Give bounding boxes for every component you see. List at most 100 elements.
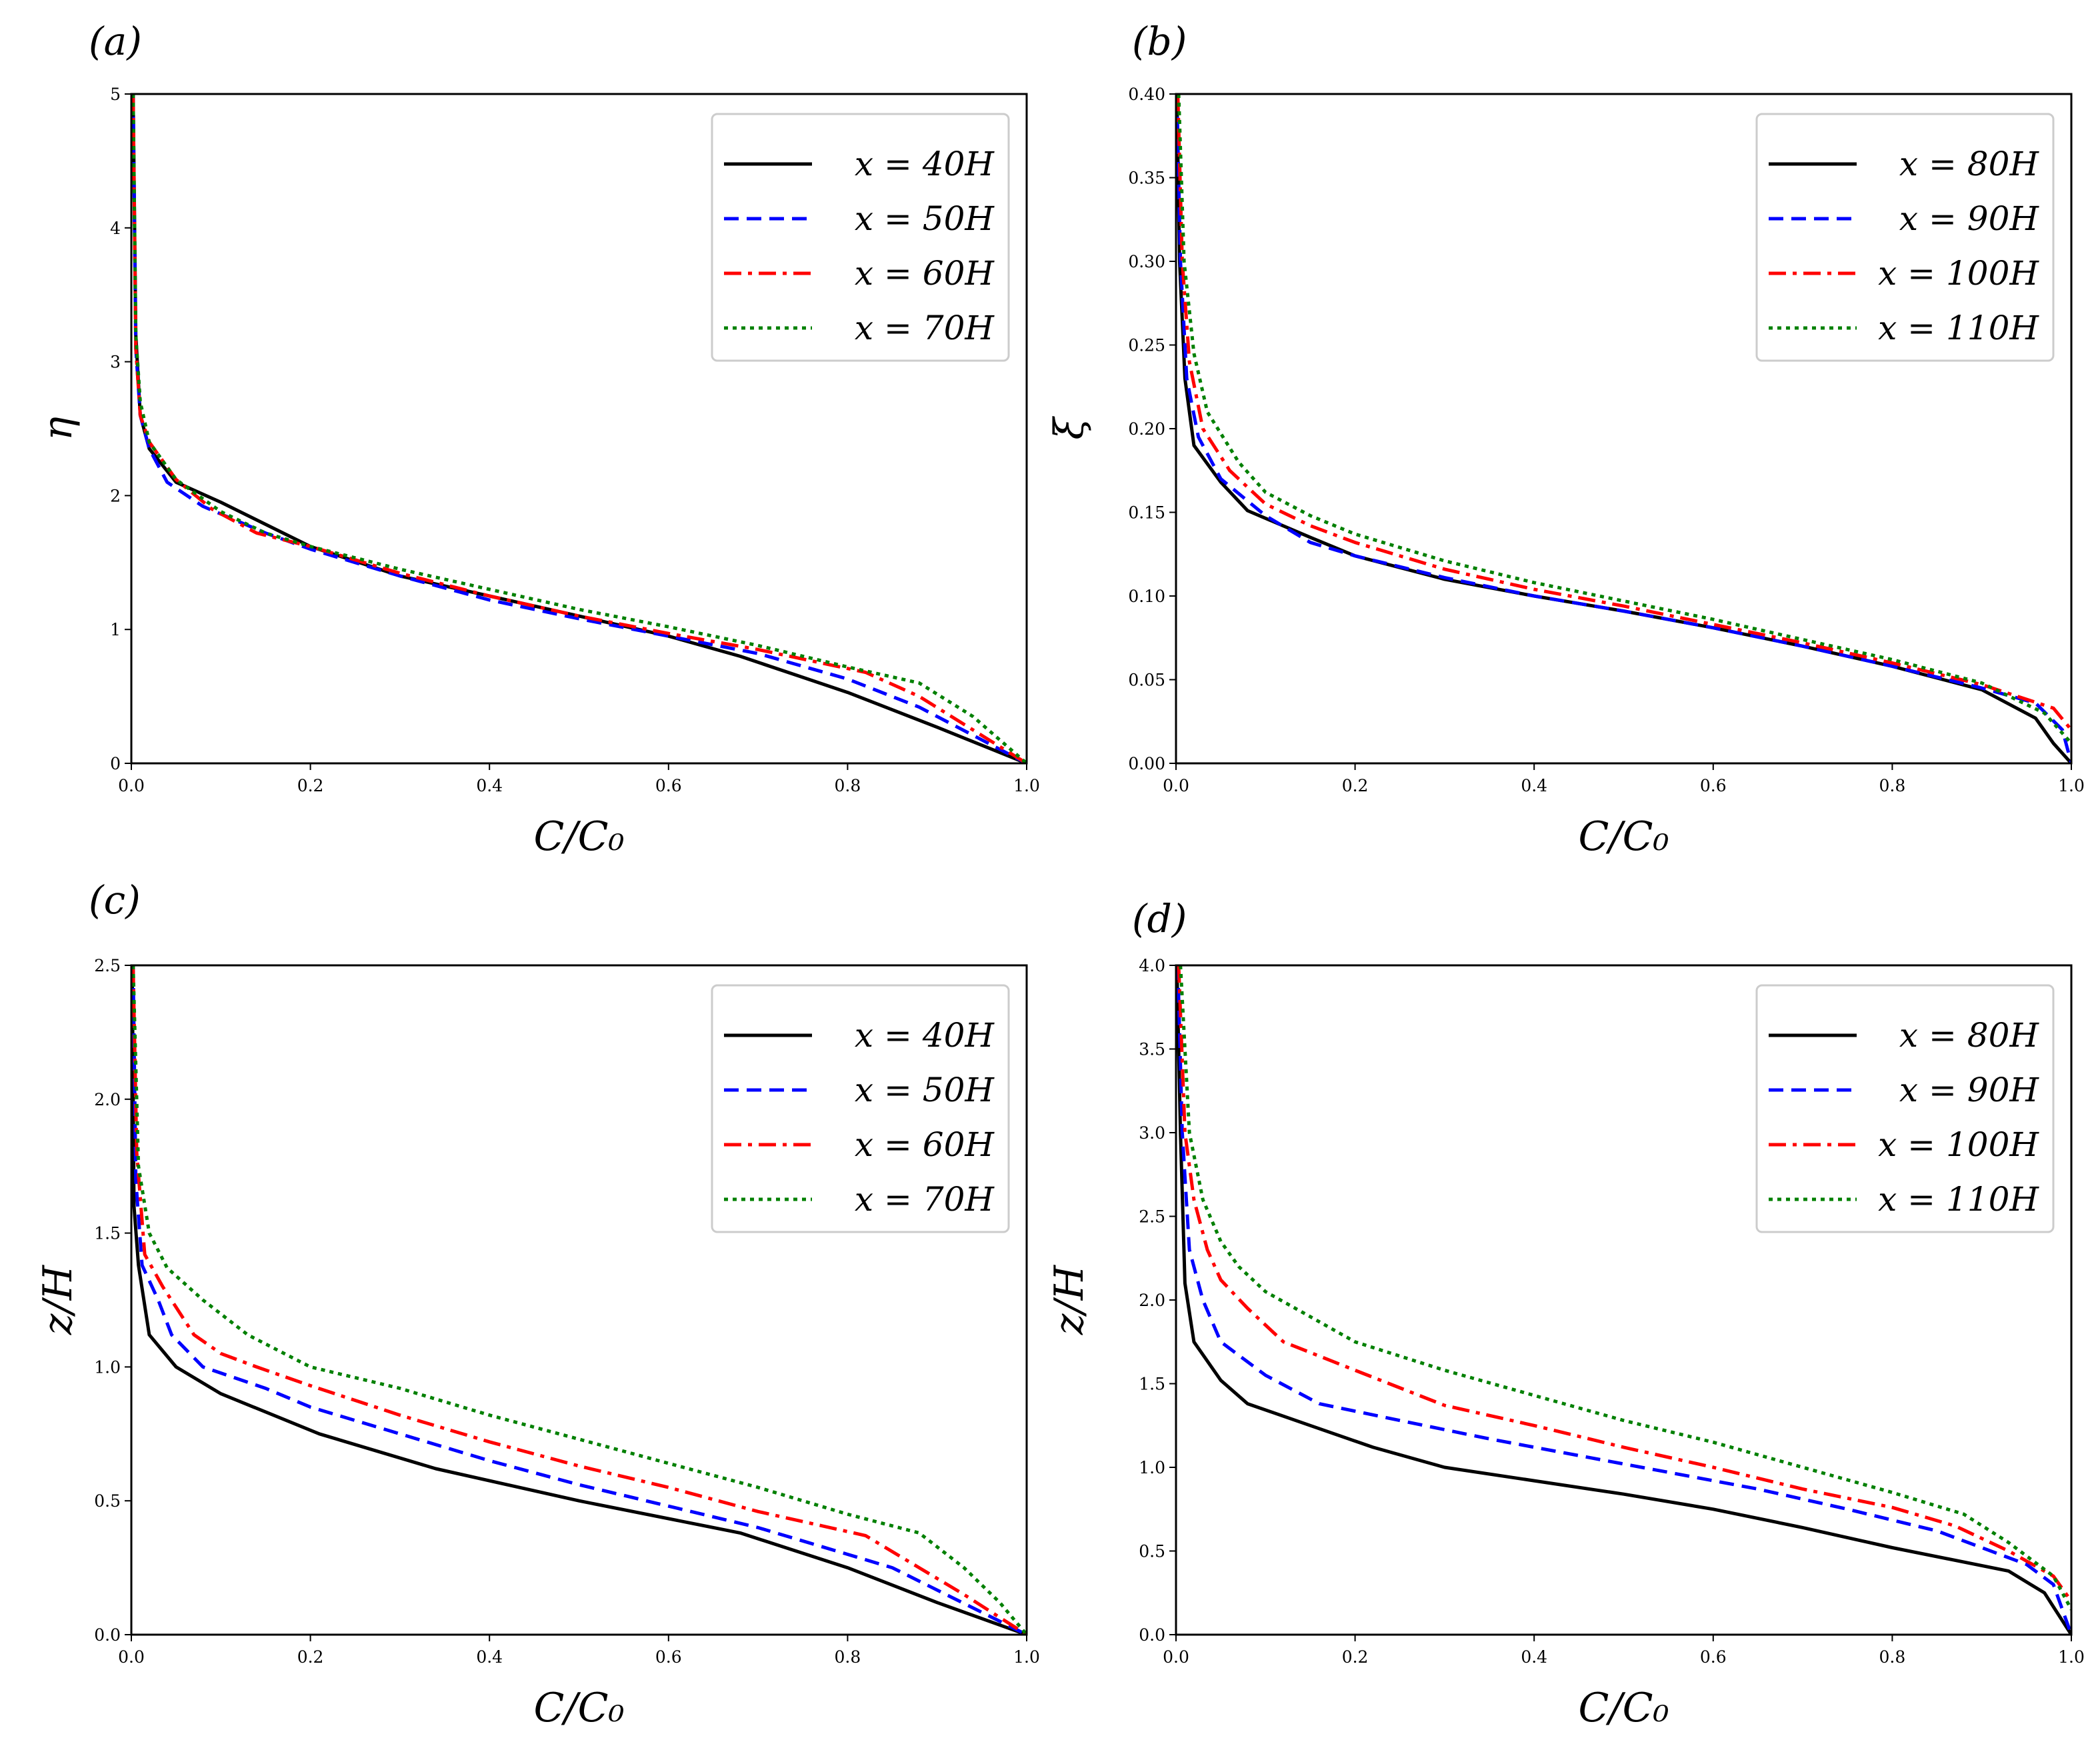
panel-label: (a) <box>89 19 142 64</box>
y-tick-label: 1.0 <box>94 1357 121 1377</box>
y-tick-label: 2 <box>110 486 121 505</box>
y-axis-label: η <box>35 417 81 441</box>
y-tick-label: 0.0 <box>94 1625 121 1645</box>
y-tick-label: 0.20 <box>1128 419 1165 439</box>
x-tick-label: 0.4 <box>476 1647 503 1667</box>
series-line-0 <box>1176 965 2071 1635</box>
series-line-1 <box>1176 965 2071 1635</box>
y-tick-label: 0.00 <box>1128 754 1165 773</box>
x-axis-label: C/C₀ <box>1578 813 1669 860</box>
y-tick-label: 2.5 <box>1139 1207 1165 1227</box>
legend-label-3: x = 110H <box>1878 1180 2039 1219</box>
legend: x = 80H x = 90H x = 100H x = 110H <box>1755 984 2055 1233</box>
legend-label-2: x = 60H <box>855 254 995 293</box>
legend-label-3: x = 110H <box>1878 309 2039 347</box>
y-tick-label: 0.30 <box>1128 252 1165 271</box>
plot-frame <box>130 93 1028 765</box>
legend: x = 40H x = 50H x = 60H x = 70H <box>711 113 1010 362</box>
legend: x = 80H x = 90H x = 100H x = 110H <box>1755 113 2055 362</box>
x-tick-label: 0.2 <box>1342 776 1369 795</box>
x-tick-label: 0.4 <box>1521 1647 1547 1667</box>
legend-box <box>711 984 1010 1233</box>
legend-label-3: x = 70H <box>855 309 995 347</box>
legend-box <box>1755 113 2055 362</box>
series-line-2 <box>1176 94 2071 731</box>
x-tick-label: 0.2 <box>297 1647 324 1667</box>
y-tick-label: 0.10 <box>1128 587 1165 606</box>
legend-label-2: x = 60H <box>855 1125 995 1164</box>
x-tick-label: 0.0 <box>118 776 145 795</box>
x-tick-label: 0.2 <box>297 776 324 795</box>
y-axis-label: ξ <box>1046 416 1093 440</box>
series-line-3 <box>1179 965 2071 1611</box>
series-line-3 <box>131 965 1027 1635</box>
x-tick-label: 0.4 <box>1521 776 1547 795</box>
legend-label-0: x = 80H <box>1899 1016 2040 1055</box>
y-tick-label: 0.0 <box>1139 1625 1165 1645</box>
series-line-0 <box>131 965 1027 1635</box>
x-axis-label: C/C₀ <box>1578 1685 1669 1731</box>
y-tick-label: 0.25 <box>1128 336 1165 355</box>
x-tick-label: 1.0 <box>1013 1647 1040 1667</box>
panel-label: (c) <box>89 877 141 923</box>
x-tick-label: 0.8 <box>1879 776 1906 795</box>
x-tick-label: 0.4 <box>476 776 503 795</box>
panel-label: (d) <box>1132 896 1187 941</box>
panel-d: 0.0 0.2 0.4 0.6 0.8 1.0 0.0 0.5 1.0 1.5 2.0 2.5 3.0 3… <box>1046 896 2085 1731</box>
y-tick-label: 0.5 <box>94 1491 121 1511</box>
x-tick-label: 1.0 <box>2058 776 2085 795</box>
x-axis-label: C/C₀ <box>533 1685 624 1731</box>
legend-label-2: x = 100H <box>1878 254 2039 293</box>
legend-box <box>711 113 1010 362</box>
y-axis-label: z/H <box>1046 1264 1093 1335</box>
y-tick-label: 4 <box>110 219 121 238</box>
y-tick-label: 0.40 <box>1128 85 1165 104</box>
y-tick-label: 1.5 <box>1139 1375 1165 1394</box>
legend-label-2: x = 100H <box>1878 1125 2039 1164</box>
series-line-3 <box>131 94 1027 763</box>
series-line-2 <box>1177 965 2071 1603</box>
x-tick-label: 0.8 <box>835 1647 861 1667</box>
x-axis-label: C/C₀ <box>533 813 624 860</box>
legend: x = 40H x = 50H x = 60H x = 70H <box>711 984 1010 1233</box>
y-tick-label: 2.0 <box>94 1090 121 1109</box>
legend-label-3: x = 70H <box>855 1180 995 1219</box>
y-tick-label: 0.05 <box>1128 671 1165 690</box>
series-line-3 <box>1177 94 2071 745</box>
legend-label-1: x = 90H <box>1899 1071 2040 1109</box>
y-tick-label: 0.5 <box>1139 1542 1165 1561</box>
y-tick-label: 0.15 <box>1128 503 1165 523</box>
y-tick-label: 1 <box>110 620 121 639</box>
x-tick-label: 0.8 <box>1879 1647 1906 1667</box>
x-tick-label: 1.0 <box>2058 1647 2085 1667</box>
x-tick-label: 0.0 <box>1163 776 1189 795</box>
y-tick-label: 3.0 <box>1139 1123 1165 1143</box>
x-tick-label: 1.0 <box>1013 776 1040 795</box>
legend-label-0: x = 40H <box>855 145 995 183</box>
y-axis-label: z/H <box>35 1264 81 1335</box>
panel-label: (b) <box>1132 19 1187 64</box>
x-tick-label: 0.6 <box>655 1647 682 1667</box>
legend-label-0: x = 80H <box>1899 145 2040 183</box>
series-line-2 <box>131 965 1027 1635</box>
y-tick-label: 0 <box>110 754 121 773</box>
y-tick-label: 1.0 <box>1139 1458 1165 1477</box>
legend-label-1: x = 50H <box>855 199 995 238</box>
y-tick-label: 2.5 <box>94 956 121 975</box>
plot-frame <box>130 964 1028 1636</box>
y-tick-label: 0.35 <box>1128 169 1165 188</box>
panel-c: 0.0 0.2 0.4 0.6 0.8 1.0 0.0 0.5 1.0 1.5 2.0 2.5 C/C₀… <box>35 877 1040 1731</box>
panel-b: 0.0 0.2 0.4 0.6 0.8 1.0 0.00 0.05 0.10 0.15 0.20 0.… <box>1046 19 2085 860</box>
legend-label-1: x = 50H <box>855 1071 995 1109</box>
y-tick-label: 3.5 <box>1139 1040 1165 1059</box>
x-tick-label: 0.6 <box>655 776 682 795</box>
y-tick-label: 5 <box>110 85 121 104</box>
series-line-1 <box>131 94 1027 763</box>
y-tick-label: 4.0 <box>1139 956 1165 975</box>
y-tick-label: 2.0 <box>1139 1291 1165 1310</box>
x-tick-label: 0.0 <box>1163 1647 1189 1667</box>
series-line-1 <box>131 965 1027 1635</box>
x-tick-label: 0.6 <box>1700 776 1727 795</box>
